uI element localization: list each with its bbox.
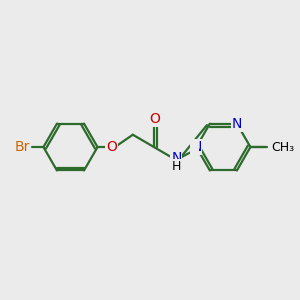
Text: N: N <box>191 140 202 154</box>
Text: N: N <box>171 151 181 165</box>
Text: N: N <box>232 117 242 130</box>
Text: H: H <box>172 160 181 173</box>
Text: CH₃: CH₃ <box>271 141 294 154</box>
Text: Br: Br <box>15 140 30 154</box>
Text: O: O <box>106 140 117 154</box>
Text: CH₃: CH₃ <box>271 141 294 154</box>
Text: O: O <box>150 112 160 126</box>
